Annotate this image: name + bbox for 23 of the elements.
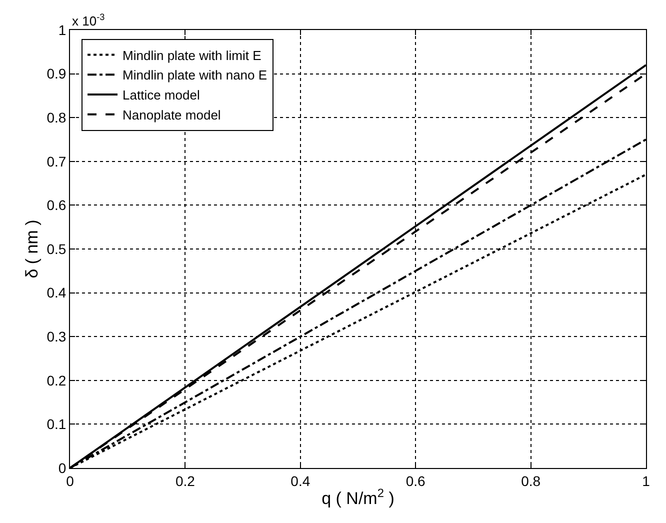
x-tick-label: 0.2 bbox=[175, 472, 196, 489]
y-axis-title: δ ( nm ) bbox=[22, 220, 42, 278]
x-tick-label: 0.6 bbox=[406, 472, 426, 489]
legend-label: Mindlin plate with nano E bbox=[122, 68, 268, 83]
y-tick-label: 0.3 bbox=[46, 328, 66, 344]
legend-label: Nanoplate model bbox=[122, 107, 221, 122]
y-tick-label: 0.1 bbox=[46, 416, 66, 432]
y-tick-label: 0.7 bbox=[46, 153, 66, 170]
y-tick-label: 0 bbox=[58, 460, 66, 476]
y-tick-label: 0.8 bbox=[46, 110, 66, 126]
x-tick-label: 0.8 bbox=[521, 472, 541, 489]
x-axis-title: q ( N/m$^{2}$ ) bbox=[322, 486, 394, 508]
text: x 10$^{-3}$ bbox=[72, 12, 105, 28]
legend-label: Lattice model bbox=[122, 88, 200, 103]
y-tick-label: 0.2 bbox=[46, 372, 66, 388]
y-tick-label: 0.6 bbox=[46, 197, 66, 214]
y-tick-label: 0.4 bbox=[46, 284, 66, 301]
x-tick-label: 1 bbox=[642, 472, 650, 489]
y-tick-label: 0.5 bbox=[46, 240, 66, 257]
legend-label: Mindlin plate with limit E bbox=[122, 48, 262, 63]
y-tick-label: 1 bbox=[58, 22, 66, 38]
y-tick-label: 0.9 bbox=[46, 66, 66, 82]
x-tick-label: 0.4 bbox=[290, 472, 310, 489]
